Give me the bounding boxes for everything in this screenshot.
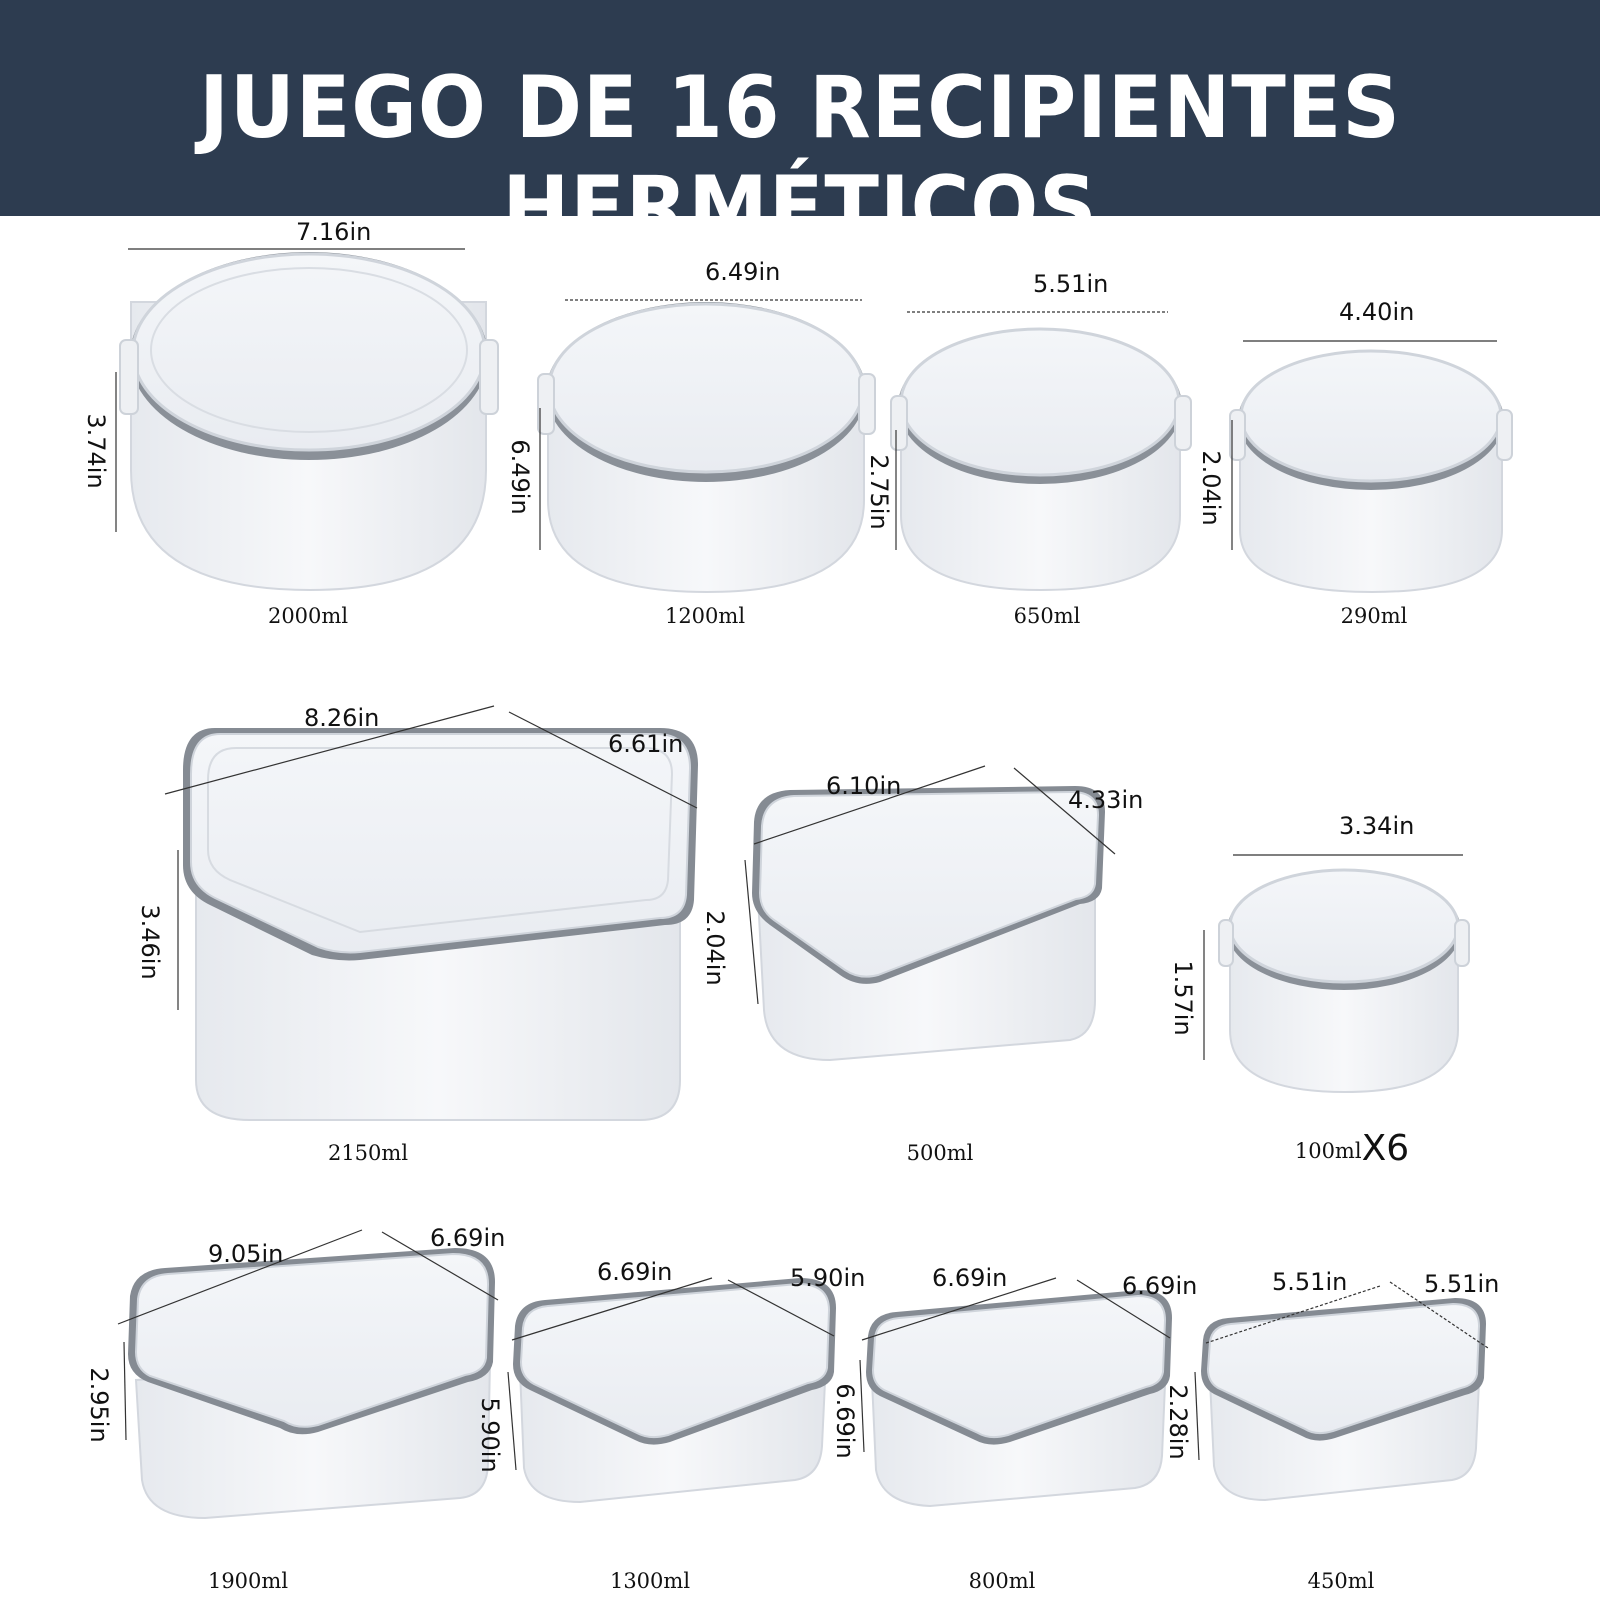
container-round-1200ml [537, 302, 876, 594]
width-label: 6.69in [597, 1258, 673, 1286]
height-label: 6.49in [506, 439, 534, 515]
height-label: 2.28in [1164, 1384, 1192, 1460]
width-label: 6.69in [932, 1264, 1008, 1292]
depth-label: 5.51in [1424, 1270, 1500, 1298]
capacity-label: 1300ml [609, 1569, 691, 1593]
container-rect-1900ml [128, 1248, 495, 1520]
height-label: 2.04in [701, 910, 729, 986]
quantity-multiplier: X6 [1361, 1128, 1410, 1169]
container-rect-800ml [866, 1290, 1172, 1508]
container-rect-2150ml [183, 728, 698, 1121]
container-rect-1300ml [513, 1278, 836, 1504]
container-round-100ml [1218, 868, 1470, 1094]
capacity-label: 2150ml [327, 1141, 409, 1165]
title-banner: JUEGO DE 16 RECIPIENTES HERMÉTICOS [0, 0, 1600, 258]
container-rect-450ml [1201, 1298, 1486, 1502]
capacity-label: 500ml [906, 1141, 974, 1165]
depth-label: 5.90in [790, 1264, 866, 1292]
height-label: 5.90in [476, 1397, 504, 1473]
height-label: 2.04in [1197, 450, 1225, 526]
width-label: 7.16in [296, 218, 372, 246]
width-label: 6.10in [826, 772, 902, 800]
width-label: 6.49in [705, 258, 781, 286]
height-label: 2.75in [865, 454, 893, 530]
capacity-label: 290ml [1340, 604, 1408, 628]
capacity-value: 100ml [1294, 1139, 1362, 1163]
height-label: 3.74in [82, 413, 110, 489]
depth-label: 6.61in [608, 730, 684, 758]
height-label: 1.57in [1169, 960, 1197, 1036]
container-round-650ml [890, 327, 1192, 592]
height-label: 3.46in [136, 904, 164, 980]
width-label: 3.34in [1339, 812, 1415, 840]
width-label: 5.51in [1033, 270, 1109, 298]
capacity-label: 800ml [968, 1569, 1036, 1593]
capacity-label: 100mlX6 [1294, 1131, 1409, 1167]
banner-title: JUEGO DE 16 RECIPIENTES HERMÉTICOS [199, 58, 1401, 258]
height-label: 6.69in [831, 1383, 859, 1459]
capacity-label: 1200ml [664, 604, 746, 628]
capacity-label: 450ml [1307, 1569, 1375, 1593]
capacity-label: 650ml [1013, 604, 1081, 628]
container-rect-500ml [752, 786, 1105, 1062]
capacity-label: 1900ml [207, 1569, 289, 1593]
height-label: 2.95in [85, 1367, 113, 1443]
width-label: 4.40in [1339, 298, 1415, 326]
capacity-label: 2000ml [267, 604, 349, 628]
depth-label: 4.33in [1068, 786, 1144, 814]
width-label: 5.51in [1272, 1268, 1348, 1296]
container-round-290ml [1229, 349, 1513, 594]
container-round-2000ml [119, 252, 499, 592]
depth-label: 6.69in [430, 1224, 506, 1252]
width-label: 9.05in [208, 1240, 284, 1268]
width-label: 8.26in [304, 704, 380, 732]
depth-label: 6.69in [1122, 1272, 1198, 1300]
